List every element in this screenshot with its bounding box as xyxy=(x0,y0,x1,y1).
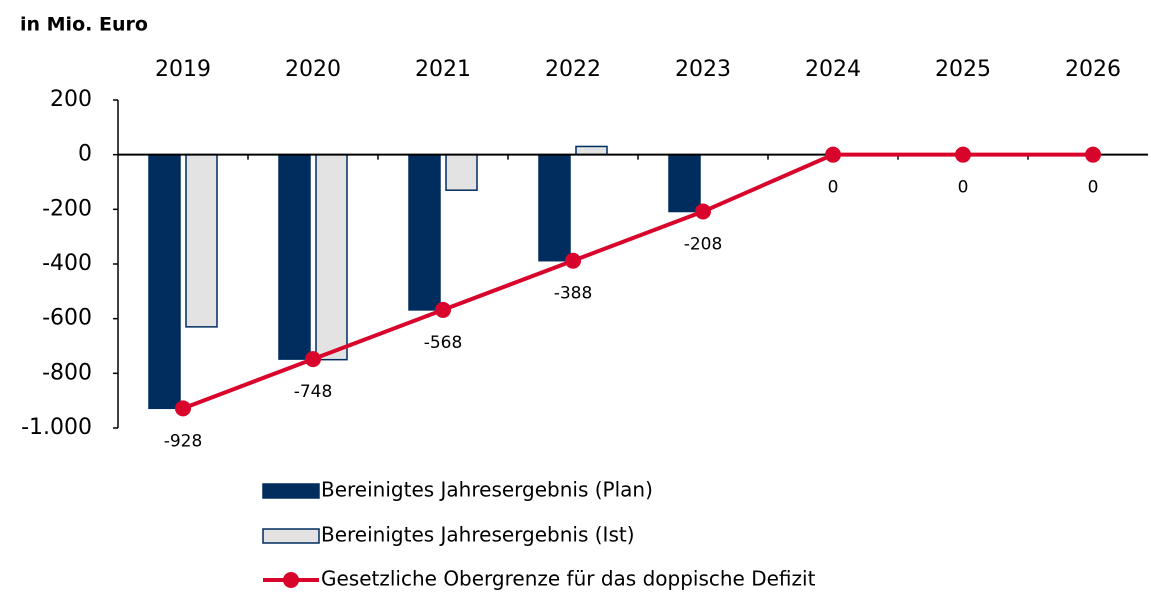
y-tick-label: -600 xyxy=(42,306,92,331)
bar xyxy=(668,153,701,213)
line-marker xyxy=(565,252,581,269)
bar xyxy=(185,153,218,328)
chart-title: in Mio. Euro xyxy=(20,14,148,36)
data-label: -208 xyxy=(684,235,723,255)
bar xyxy=(575,145,608,156)
y-tick-label: -200 xyxy=(42,196,92,221)
y-tick-label: -800 xyxy=(42,360,92,385)
line-marker xyxy=(955,146,971,163)
x-tick-label: 2025 xyxy=(935,57,991,82)
line xyxy=(182,152,1093,411)
legend-label: Gesetzliche Obergrenze für das doppische… xyxy=(321,567,816,591)
bar xyxy=(148,153,181,410)
line-marker xyxy=(435,301,451,318)
x-tick-label: 2022 xyxy=(545,57,601,82)
data-label: 0 xyxy=(828,178,839,198)
y-tick-label: 200 xyxy=(50,87,92,112)
x-tick-label: 2019 xyxy=(155,57,211,82)
line-marker xyxy=(175,400,191,417)
y-tick-label: -1.000 xyxy=(21,415,92,440)
data-label: 0 xyxy=(1088,178,1099,198)
x-tick-label: 2021 xyxy=(415,57,471,82)
x-tick-label: 2020 xyxy=(285,57,341,82)
line-marker xyxy=(825,146,841,163)
bar xyxy=(538,153,571,262)
x-tick-label: 2026 xyxy=(1065,57,1121,82)
data-label: -928 xyxy=(164,431,203,451)
bar xyxy=(278,153,311,360)
data-label: -748 xyxy=(294,382,333,402)
x-tick-label: 2023 xyxy=(675,57,731,82)
y-tick-label: -400 xyxy=(42,251,92,276)
line-marker xyxy=(1085,146,1101,163)
legend-swatch xyxy=(262,528,320,544)
x-tick-label: 2024 xyxy=(805,57,861,82)
data-label: -388 xyxy=(554,284,593,304)
bar xyxy=(315,153,348,361)
bar xyxy=(408,153,441,311)
line-marker xyxy=(695,203,711,220)
data-label: -568 xyxy=(424,333,463,353)
legend-label: Bereinigtes Jahresergebnis (Ist) xyxy=(321,523,635,547)
legend-swatch xyxy=(283,572,299,588)
legend-swatch xyxy=(262,483,320,499)
bar xyxy=(445,153,478,191)
data-label: 0 xyxy=(958,178,969,198)
line-marker xyxy=(305,351,321,368)
y-tick-label: 0 xyxy=(78,142,92,167)
legend-label: Bereinigtes Jahresergebnis (Plan) xyxy=(321,478,653,502)
